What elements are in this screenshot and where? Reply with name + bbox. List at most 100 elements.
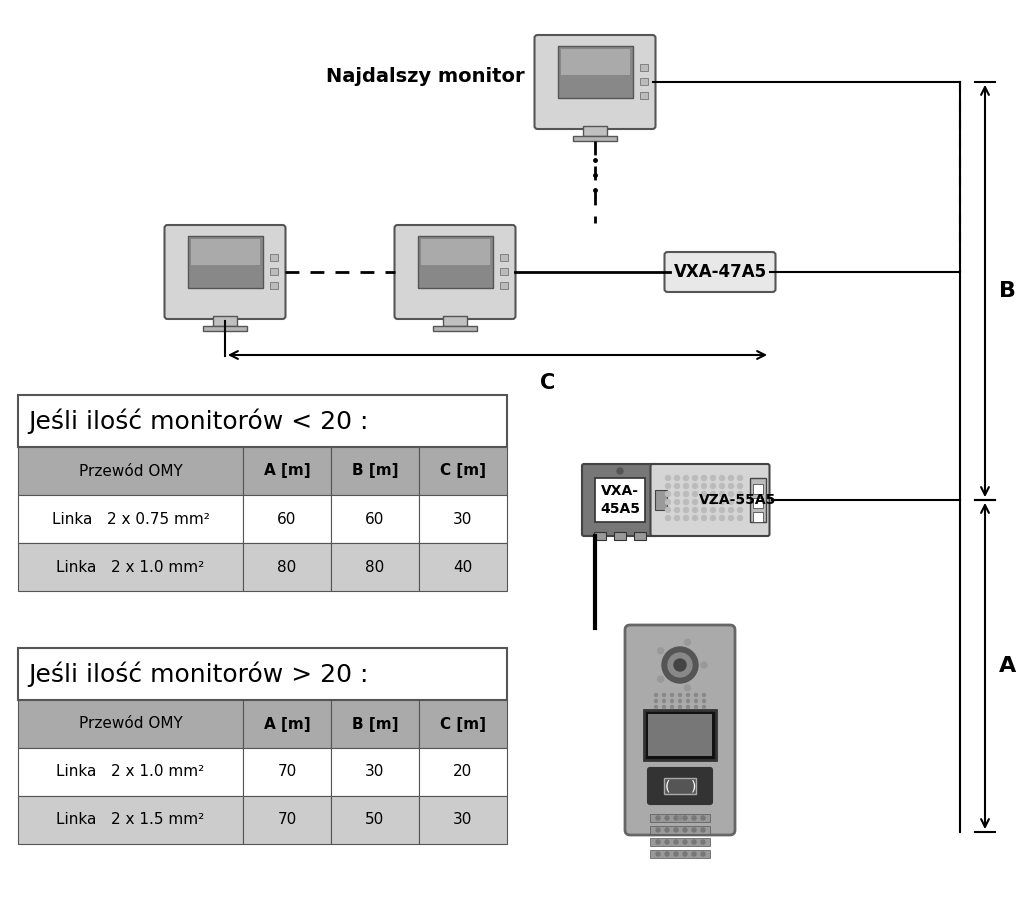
Bar <box>269 282 278 289</box>
Circle shape <box>711 507 716 513</box>
Circle shape <box>701 852 705 856</box>
Circle shape <box>666 507 671 513</box>
Bar <box>331 700 419 748</box>
Circle shape <box>728 516 733 520</box>
Circle shape <box>692 840 696 844</box>
Bar <box>419 543 507 591</box>
Bar <box>654 490 667 510</box>
Bar <box>595 478 645 522</box>
Bar <box>18 648 507 700</box>
Circle shape <box>665 828 669 832</box>
Bar <box>18 796 243 844</box>
Bar <box>243 543 331 591</box>
Bar <box>243 700 331 748</box>
Circle shape <box>675 475 680 481</box>
Circle shape <box>671 694 674 697</box>
Bar <box>331 796 419 844</box>
Circle shape <box>665 852 669 856</box>
Circle shape <box>671 706 674 709</box>
Bar <box>331 495 419 543</box>
Bar <box>243 447 331 495</box>
Bar <box>650 850 710 858</box>
Text: 60: 60 <box>278 512 297 527</box>
Circle shape <box>675 500 680 505</box>
Text: B [m]: B [m] <box>352 463 398 479</box>
Circle shape <box>701 516 707 520</box>
Circle shape <box>737 516 742 520</box>
Circle shape <box>720 500 725 505</box>
Circle shape <box>684 685 690 691</box>
Circle shape <box>702 699 706 702</box>
Circle shape <box>675 507 680 513</box>
Circle shape <box>720 507 725 513</box>
Circle shape <box>720 475 725 481</box>
Circle shape <box>728 475 733 481</box>
Bar <box>213 316 237 326</box>
Text: 60: 60 <box>366 512 385 527</box>
Circle shape <box>657 648 664 654</box>
Bar <box>650 838 710 846</box>
Circle shape <box>711 483 716 489</box>
Circle shape <box>666 475 671 481</box>
Bar <box>750 478 766 522</box>
Bar <box>500 268 508 275</box>
Text: Najdalszy monitor: Najdalszy monitor <box>327 67 525 86</box>
Bar <box>583 126 607 136</box>
Bar <box>640 64 647 71</box>
Bar <box>419 796 507 844</box>
Circle shape <box>692 507 697 513</box>
Bar <box>443 316 467 326</box>
Circle shape <box>737 475 742 481</box>
Bar <box>331 447 419 495</box>
Circle shape <box>674 840 678 844</box>
Text: C [m]: C [m] <box>440 463 486 479</box>
Circle shape <box>675 516 680 520</box>
Circle shape <box>711 475 716 481</box>
Circle shape <box>702 694 706 697</box>
Circle shape <box>675 483 680 489</box>
Text: Jeśli ilość monitorów < 20 :: Jeśli ilość monitorów < 20 : <box>28 408 369 434</box>
Text: Linka   2 x 1.0 mm²: Linka 2 x 1.0 mm² <box>56 765 205 779</box>
Bar <box>753 512 763 522</box>
Circle shape <box>728 507 733 513</box>
Circle shape <box>737 483 742 489</box>
Circle shape <box>665 816 669 820</box>
Bar <box>573 136 617 141</box>
Text: VXA-
45A5: VXA- 45A5 <box>600 484 640 516</box>
Circle shape <box>692 475 697 481</box>
Circle shape <box>692 492 697 496</box>
Bar <box>419 700 507 748</box>
Text: 30: 30 <box>366 765 385 779</box>
Text: 20: 20 <box>454 765 473 779</box>
Circle shape <box>683 852 687 856</box>
Circle shape <box>656 816 660 820</box>
FancyBboxPatch shape <box>650 464 769 536</box>
Bar <box>753 498 763 508</box>
FancyBboxPatch shape <box>582 464 658 536</box>
FancyBboxPatch shape <box>535 35 655 129</box>
Circle shape <box>683 483 688 489</box>
Bar <box>650 814 710 822</box>
Bar <box>419 748 507 796</box>
Circle shape <box>665 840 669 844</box>
Bar <box>18 495 243 543</box>
Circle shape <box>692 483 697 489</box>
Circle shape <box>728 483 733 489</box>
Circle shape <box>683 840 687 844</box>
Circle shape <box>679 706 682 709</box>
Text: Linka   2 x 1.0 mm²: Linka 2 x 1.0 mm² <box>56 560 205 574</box>
Circle shape <box>701 662 707 668</box>
FancyBboxPatch shape <box>648 768 712 804</box>
Bar <box>187 236 262 288</box>
Circle shape <box>683 816 687 820</box>
Text: C: C <box>540 373 555 393</box>
Bar <box>18 543 243 591</box>
Circle shape <box>686 706 689 709</box>
Circle shape <box>656 840 660 844</box>
Circle shape <box>663 699 666 702</box>
FancyBboxPatch shape <box>665 252 775 292</box>
Circle shape <box>692 516 697 520</box>
Bar <box>560 49 630 75</box>
Circle shape <box>683 516 688 520</box>
Circle shape <box>701 475 707 481</box>
